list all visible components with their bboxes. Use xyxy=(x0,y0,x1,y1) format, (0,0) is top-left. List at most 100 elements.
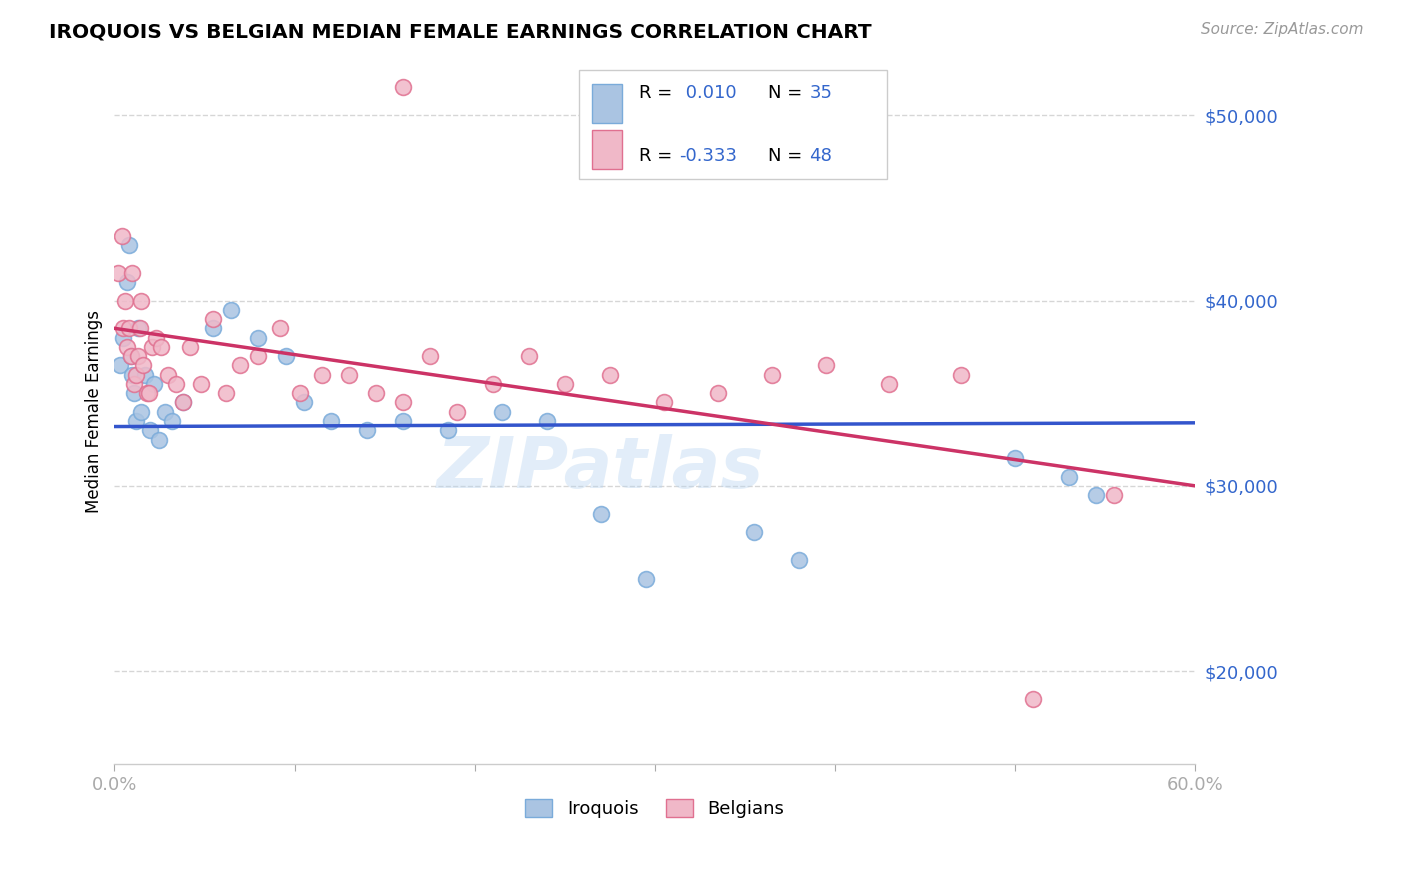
Point xyxy=(145,330,167,344)
Point xyxy=(107,266,129,280)
Point xyxy=(165,376,187,391)
Point xyxy=(121,266,143,280)
Point xyxy=(127,321,149,335)
Point xyxy=(1085,488,1108,502)
Text: R =: R = xyxy=(638,147,678,165)
Point xyxy=(115,340,138,354)
Point xyxy=(125,368,148,382)
Point xyxy=(128,321,150,335)
Point xyxy=(288,386,311,401)
Point xyxy=(707,386,730,401)
Point xyxy=(148,433,170,447)
Point xyxy=(202,312,225,326)
Point xyxy=(1057,469,1080,483)
Point xyxy=(118,321,141,335)
Point xyxy=(160,414,183,428)
Point xyxy=(274,349,297,363)
Point xyxy=(1102,488,1125,502)
Point xyxy=(1004,451,1026,466)
Point xyxy=(269,321,291,335)
Point xyxy=(554,376,576,391)
Point xyxy=(247,349,270,363)
Point xyxy=(356,423,378,437)
Point xyxy=(446,405,468,419)
Legend: Iroquois, Belgians: Iroquois, Belgians xyxy=(519,791,792,825)
Point xyxy=(761,368,783,382)
Point xyxy=(364,386,387,401)
Bar xyxy=(592,130,623,169)
Text: 35: 35 xyxy=(810,84,832,102)
Point xyxy=(634,572,657,586)
Point xyxy=(179,340,201,354)
Point xyxy=(599,368,621,382)
Point xyxy=(202,321,225,335)
Point xyxy=(877,376,900,391)
Point xyxy=(143,376,166,391)
Text: 48: 48 xyxy=(810,147,832,165)
Point xyxy=(134,368,156,382)
Point xyxy=(131,405,153,419)
Point xyxy=(337,368,360,382)
Point xyxy=(419,349,441,363)
Point xyxy=(229,359,252,373)
Point xyxy=(172,395,194,409)
Point xyxy=(787,553,810,567)
Point xyxy=(491,405,513,419)
Point xyxy=(150,340,173,354)
Point xyxy=(391,395,413,409)
Y-axis label: Median Female Earnings: Median Female Earnings xyxy=(86,310,103,513)
Point xyxy=(391,80,413,95)
Text: 0.010: 0.010 xyxy=(679,84,737,102)
Point xyxy=(1022,692,1045,706)
Point xyxy=(215,386,238,401)
Point xyxy=(247,330,270,344)
Text: -0.333: -0.333 xyxy=(679,147,738,165)
Point xyxy=(172,395,194,409)
Point xyxy=(190,376,212,391)
Point xyxy=(391,414,413,428)
Text: N =: N = xyxy=(768,147,808,165)
Point xyxy=(153,405,176,419)
Point xyxy=(120,349,142,363)
Point xyxy=(132,359,155,373)
Point xyxy=(121,368,143,382)
Point xyxy=(114,293,136,308)
Text: N =: N = xyxy=(768,84,808,102)
Point xyxy=(292,395,315,409)
Text: Source: ZipAtlas.com: Source: ZipAtlas.com xyxy=(1201,22,1364,37)
Text: R =: R = xyxy=(638,84,678,102)
Point xyxy=(108,359,131,373)
Point xyxy=(481,376,503,391)
Text: ZIPatlas: ZIPatlas xyxy=(437,434,765,502)
Point xyxy=(118,238,141,252)
Point xyxy=(517,349,540,363)
Point xyxy=(536,414,558,428)
Point xyxy=(112,321,135,335)
Point xyxy=(127,349,149,363)
Point xyxy=(120,349,142,363)
Point xyxy=(125,414,148,428)
Point xyxy=(742,525,765,540)
Point xyxy=(112,330,135,344)
Text: IROQUOIS VS BELGIAN MEDIAN FEMALE EARNINGS CORRELATION CHART: IROQUOIS VS BELGIAN MEDIAN FEMALE EARNIN… xyxy=(49,22,872,41)
Point xyxy=(436,423,458,437)
Point xyxy=(652,395,675,409)
Bar xyxy=(592,84,623,123)
Point xyxy=(122,386,145,401)
Point xyxy=(141,340,163,354)
Point xyxy=(311,368,333,382)
Point xyxy=(157,368,180,382)
Point xyxy=(319,414,342,428)
Point xyxy=(131,293,153,308)
Point xyxy=(589,507,612,521)
Point xyxy=(139,423,162,437)
Point xyxy=(814,359,837,373)
Point xyxy=(122,376,145,391)
Point xyxy=(138,386,160,401)
Point xyxy=(110,228,132,243)
Point xyxy=(949,368,972,382)
Point xyxy=(1400,154,1406,169)
Point xyxy=(221,302,243,317)
Point xyxy=(135,386,157,401)
Point xyxy=(115,275,138,289)
